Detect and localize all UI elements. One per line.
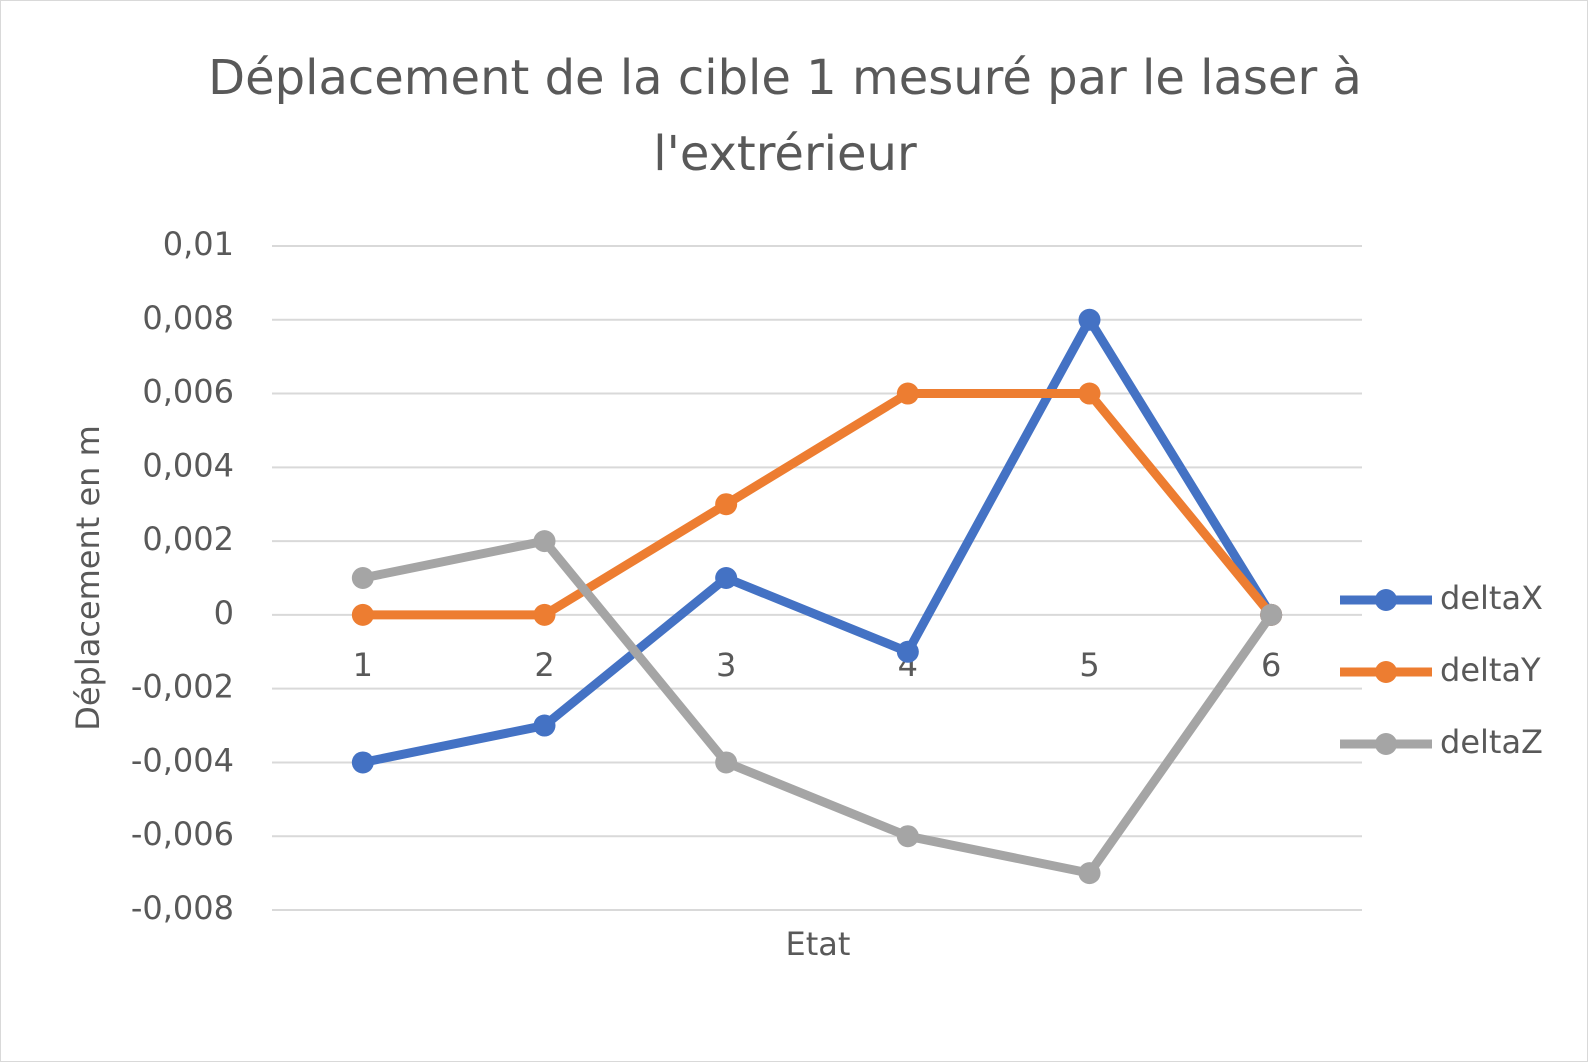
y-tick-label: 0,01 xyxy=(163,225,234,263)
data-point xyxy=(896,825,919,848)
data-point xyxy=(351,751,374,774)
y-tick-label: -0,004 xyxy=(131,741,234,779)
data-point xyxy=(1260,603,1283,626)
legend-marker xyxy=(1375,589,1397,611)
data-point xyxy=(896,640,919,663)
data-point xyxy=(715,567,738,589)
y-tick-label: 0,004 xyxy=(142,446,234,484)
y-tick-label: 0,008 xyxy=(142,299,234,337)
x-axis-title: Etat xyxy=(786,925,851,963)
y-tick-label: -0,008 xyxy=(131,889,234,927)
legend-label: deltaY xyxy=(1440,651,1541,689)
data-point xyxy=(533,603,556,626)
y-tick-label: 0,006 xyxy=(142,373,234,411)
y-axis-title: Déplacement en m xyxy=(69,425,107,731)
series-line xyxy=(361,315,1276,767)
data-point xyxy=(533,530,556,553)
x-tick-label: 2 xyxy=(534,646,554,684)
x-tick-label: 1 xyxy=(353,646,373,684)
data-point xyxy=(351,603,374,626)
data-point xyxy=(1078,382,1101,405)
y-tick-label: -0,002 xyxy=(131,668,234,706)
x-tick-label: 3 xyxy=(716,646,736,684)
legend-marker xyxy=(1375,733,1397,755)
legend-label: deltaX xyxy=(1440,579,1543,617)
data-point xyxy=(351,567,374,589)
data-point xyxy=(896,382,919,405)
legend-label: deltaZ xyxy=(1440,723,1543,761)
data-point xyxy=(1078,308,1101,331)
data-point xyxy=(533,714,556,737)
series-line xyxy=(361,536,1275,878)
x-tick-label: 6 xyxy=(1261,646,1281,684)
y-tick-label: 0 xyxy=(214,594,234,632)
x-tick-label: 5 xyxy=(1079,646,1099,684)
y-tick-label: -0,006 xyxy=(131,815,234,853)
data-point xyxy=(1078,862,1101,885)
chart-title: Déplacement de la cible 1 mesuré par le … xyxy=(208,50,1362,182)
data-point xyxy=(715,493,738,516)
series-line xyxy=(362,389,1275,620)
data-point xyxy=(715,751,738,774)
legend-marker xyxy=(1375,661,1397,683)
y-tick-label: 0,002 xyxy=(142,520,234,558)
